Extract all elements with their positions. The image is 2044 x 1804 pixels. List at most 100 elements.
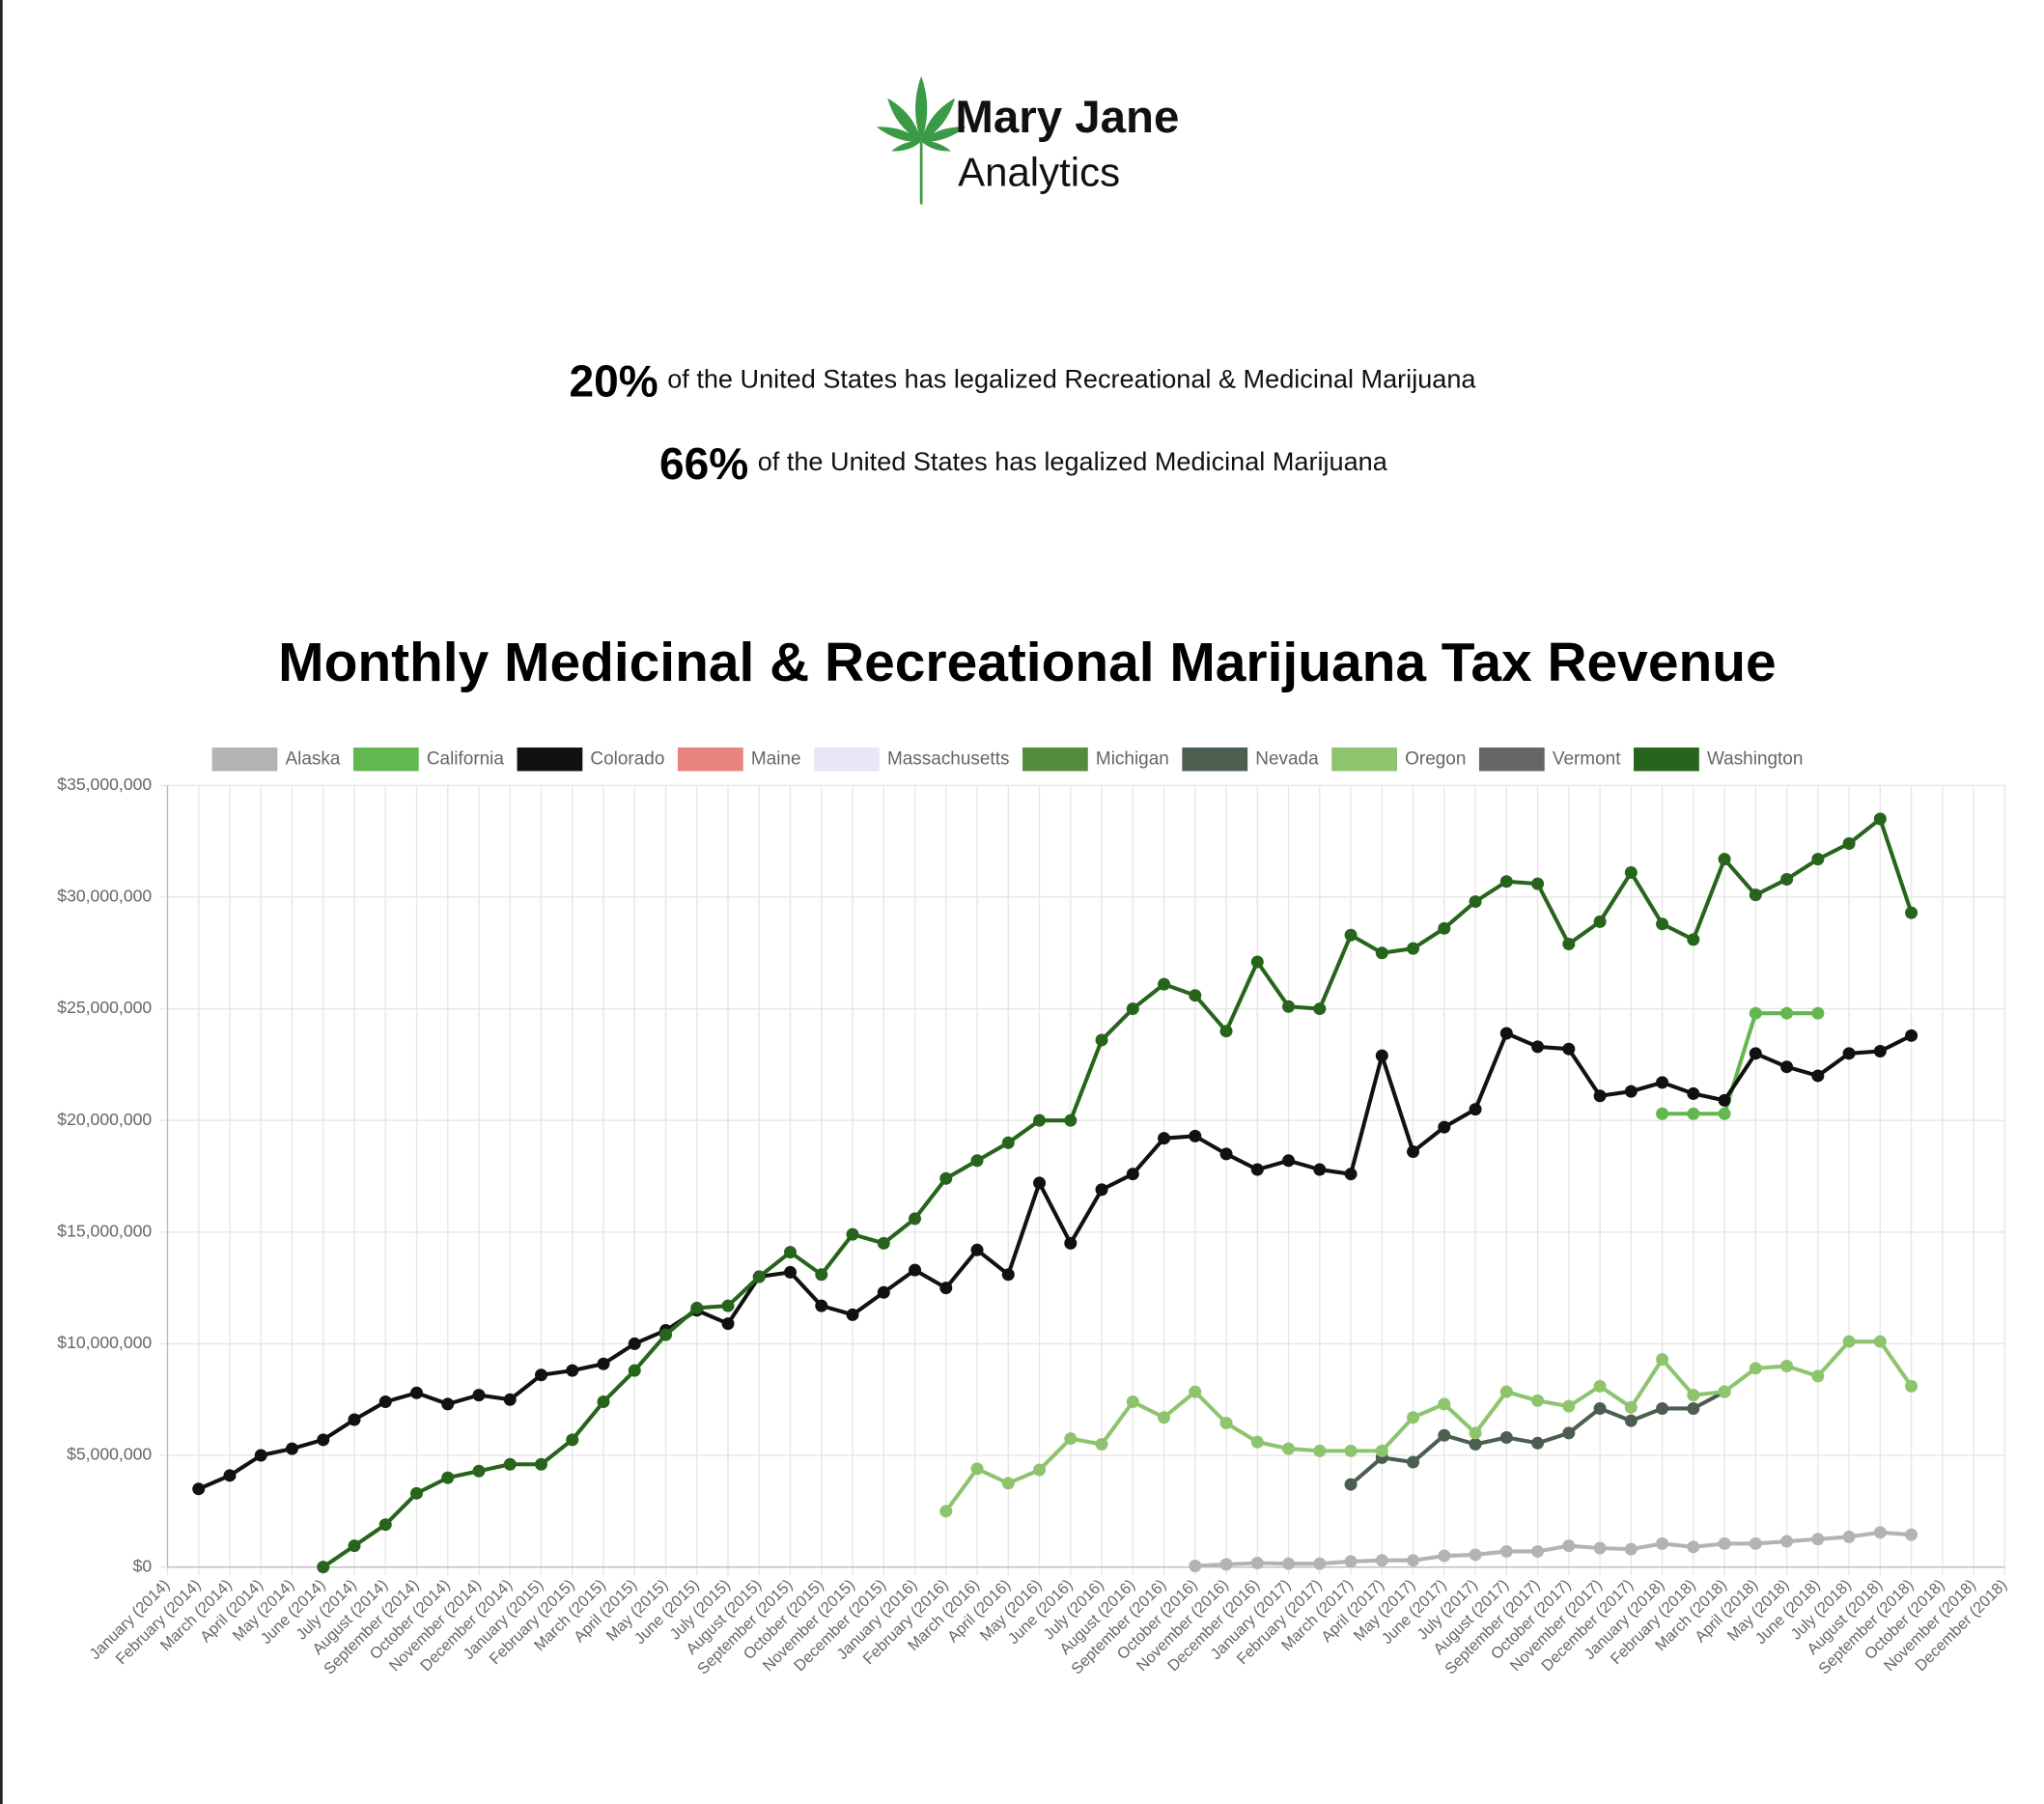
legend-label: Massachusetts bbox=[887, 748, 1010, 769]
data-point bbox=[1811, 1533, 1825, 1546]
y-tick-label: $25,000,000 bbox=[57, 998, 152, 1017]
data-point bbox=[503, 1457, 517, 1471]
data-point bbox=[1780, 1535, 1794, 1548]
data-point bbox=[1718, 1536, 1731, 1550]
data-point bbox=[1499, 875, 1513, 888]
data-point bbox=[1499, 1544, 1513, 1558]
data-point bbox=[659, 1328, 673, 1341]
data-point bbox=[1407, 1145, 1420, 1159]
data-point bbox=[1687, 1086, 1700, 1100]
data-point bbox=[1718, 853, 1731, 866]
data-point bbox=[1250, 1435, 1264, 1449]
data-point bbox=[1375, 1554, 1388, 1567]
data-point bbox=[1438, 921, 1451, 935]
data-point bbox=[1189, 1385, 1202, 1398]
data-point bbox=[1219, 1558, 1233, 1571]
data-point bbox=[1375, 946, 1388, 960]
data-point bbox=[1687, 1540, 1700, 1554]
data-point bbox=[1531, 1544, 1545, 1558]
data-point bbox=[1064, 1113, 1078, 1127]
logo-leaf bbox=[876, 75, 966, 205]
data-point bbox=[1624, 1085, 1638, 1098]
data-point bbox=[1158, 1132, 1171, 1145]
data-point bbox=[1873, 1335, 1887, 1348]
data-point bbox=[1718, 1107, 1731, 1120]
data-point bbox=[1158, 1411, 1171, 1424]
data-point bbox=[1282, 1442, 1296, 1455]
series-line bbox=[944, 1339, 1914, 1513]
data-point bbox=[1656, 1107, 1669, 1120]
data-point bbox=[1033, 1463, 1047, 1477]
stat-text: of the United States has legalized Medic… bbox=[758, 446, 1388, 476]
data-point bbox=[1282, 1154, 1296, 1168]
data-point bbox=[815, 1299, 828, 1312]
y-tick-label: $0 bbox=[133, 1556, 153, 1575]
data-point bbox=[1001, 1477, 1015, 1490]
stat-value: 20% bbox=[569, 356, 658, 407]
data-point bbox=[1438, 1120, 1451, 1134]
data-point bbox=[472, 1464, 486, 1478]
data-point bbox=[628, 1364, 641, 1377]
data-point bbox=[1656, 1076, 1669, 1089]
data-point bbox=[1282, 1557, 1296, 1570]
y-tick-label: $15,000,000 bbox=[57, 1221, 152, 1240]
data-point bbox=[1001, 1268, 1015, 1282]
y-tick-label: $10,000,000 bbox=[57, 1333, 152, 1352]
data-point bbox=[690, 1301, 704, 1314]
legend-label: Maine bbox=[751, 748, 801, 769]
data-point bbox=[1064, 1432, 1078, 1446]
legend-swatch bbox=[352, 747, 419, 772]
data-point bbox=[970, 1154, 984, 1168]
data-point bbox=[503, 1393, 517, 1406]
data-point bbox=[1811, 853, 1825, 866]
data-point bbox=[877, 1285, 890, 1299]
data-point bbox=[1593, 1379, 1607, 1393]
data-point bbox=[939, 1505, 953, 1518]
data-point bbox=[1562, 1539, 1576, 1553]
data-point bbox=[784, 1265, 798, 1279]
data-point bbox=[409, 1386, 424, 1399]
data-point bbox=[1656, 1401, 1669, 1415]
data-point bbox=[1562, 1426, 1576, 1440]
data-point bbox=[909, 1263, 922, 1277]
data-point bbox=[1189, 989, 1202, 1002]
data-point bbox=[1126, 1002, 1139, 1016]
data-point bbox=[1438, 1549, 1451, 1563]
data-point bbox=[1250, 1556, 1264, 1569]
data-point bbox=[1064, 1236, 1078, 1250]
data-point bbox=[1656, 917, 1669, 931]
data-point bbox=[1126, 1395, 1139, 1409]
data-point bbox=[815, 1268, 828, 1282]
data-point bbox=[1842, 1530, 1856, 1543]
data-point bbox=[1313, 1557, 1327, 1570]
data-point bbox=[1438, 1428, 1451, 1442]
data-point bbox=[1873, 1045, 1887, 1058]
data-point bbox=[1749, 1006, 1762, 1020]
legend-swatch bbox=[1182, 747, 1248, 772]
data-point bbox=[1562, 1042, 1576, 1056]
legend-label: Colorado bbox=[590, 748, 664, 769]
data-point bbox=[597, 1357, 610, 1370]
data-point bbox=[1344, 1444, 1358, 1457]
data-point bbox=[348, 1413, 361, 1426]
legend-swatch bbox=[1022, 747, 1088, 772]
legend-swatch bbox=[1331, 747, 1397, 772]
data-point bbox=[784, 1246, 798, 1259]
data-point bbox=[1499, 1027, 1513, 1040]
data-point bbox=[1656, 1353, 1669, 1367]
data-point bbox=[1811, 1369, 1825, 1383]
data-point bbox=[1780, 872, 1794, 886]
data-point bbox=[1593, 1541, 1607, 1555]
data-point bbox=[1624, 1414, 1638, 1427]
data-point bbox=[1407, 1411, 1420, 1424]
data-point bbox=[378, 1395, 392, 1409]
data-point bbox=[472, 1389, 486, 1402]
data-point bbox=[348, 1539, 361, 1553]
data-point bbox=[317, 1433, 330, 1447]
y-tick-label: $35,000,000 bbox=[57, 775, 152, 794]
data-point bbox=[1189, 1129, 1202, 1142]
data-point bbox=[1250, 955, 1264, 969]
data-point bbox=[1905, 906, 1918, 919]
y-tick-label: $20,000,000 bbox=[57, 1110, 152, 1129]
data-point bbox=[1313, 1444, 1327, 1457]
